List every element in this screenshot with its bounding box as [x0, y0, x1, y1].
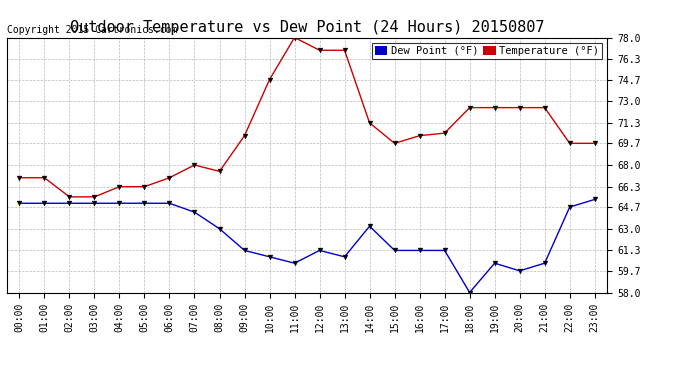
Legend: Dew Point (°F), Temperature (°F): Dew Point (°F), Temperature (°F) [372, 43, 602, 59]
Text: Copyright 2015 Cartronics.com: Copyright 2015 Cartronics.com [7, 25, 177, 35]
Title: Outdoor Temperature vs Dew Point (24 Hours) 20150807: Outdoor Temperature vs Dew Point (24 Hou… [70, 20, 544, 35]
